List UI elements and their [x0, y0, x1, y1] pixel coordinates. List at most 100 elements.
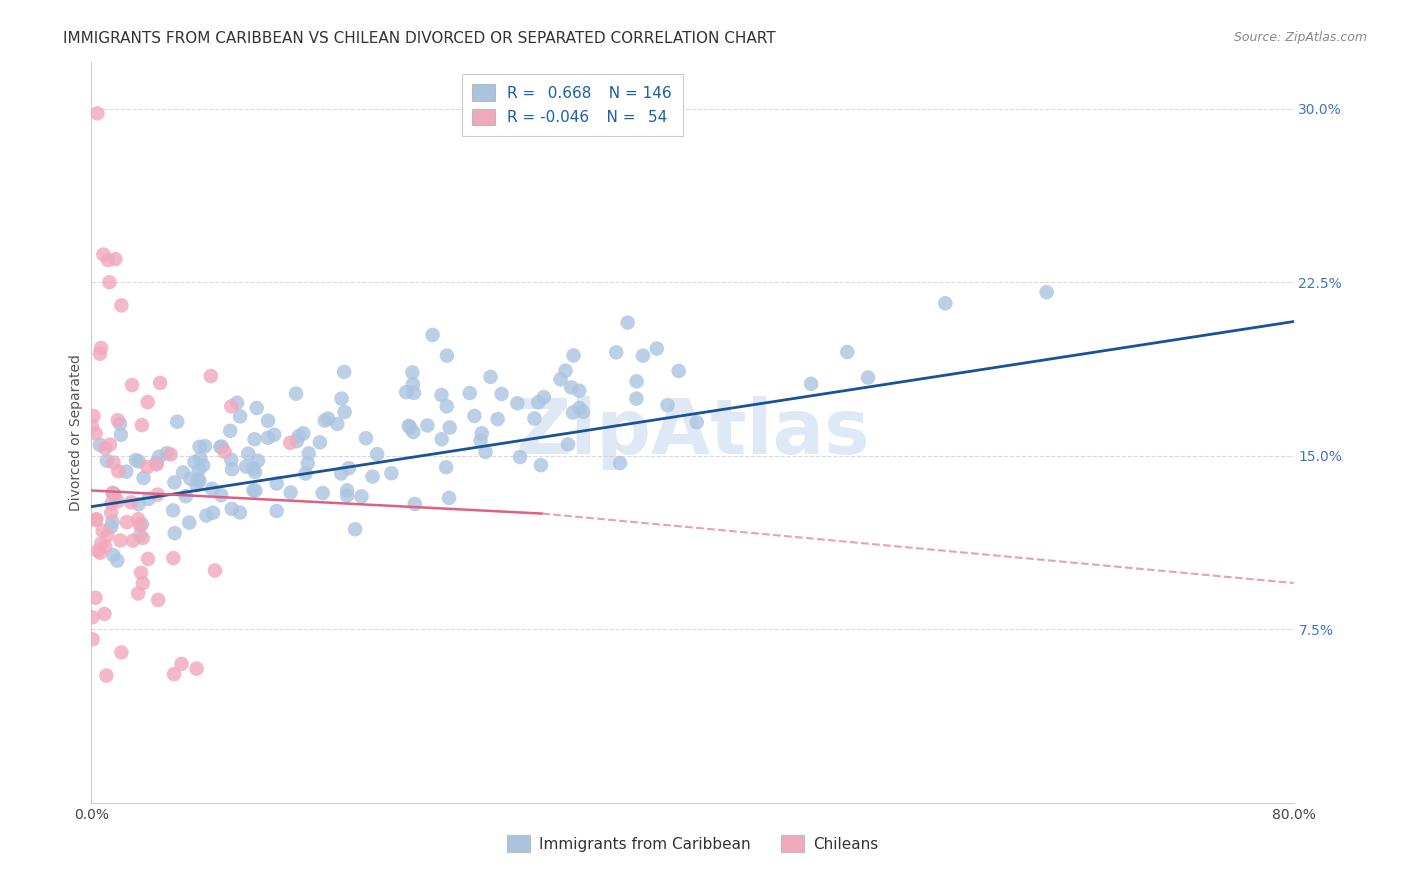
Point — [934, 296, 956, 310]
Point — [187, 472, 209, 486]
Point — [297, 456, 319, 470]
Point — [402, 385, 425, 400]
Point — [229, 506, 252, 520]
Point — [562, 405, 585, 419]
Point — [430, 388, 453, 402]
Point — [131, 517, 153, 532]
Point — [162, 503, 184, 517]
Point — [550, 372, 572, 386]
Point — [162, 551, 184, 566]
Point — [568, 401, 591, 415]
Point — [166, 415, 188, 429]
Point — [132, 471, 155, 485]
Point — [191, 458, 214, 473]
Point — [82, 632, 104, 647]
Point — [354, 431, 377, 445]
Point — [235, 459, 257, 474]
Point — [294, 467, 316, 481]
Point — [145, 456, 167, 470]
Point — [430, 432, 453, 446]
Point — [657, 398, 679, 412]
Point — [93, 247, 115, 261]
Point — [195, 508, 218, 523]
Point — [263, 427, 285, 442]
Point — [103, 487, 125, 501]
Point — [98, 438, 121, 452]
Point — [128, 518, 150, 533]
Point — [101, 486, 124, 500]
Point — [330, 392, 353, 406]
Point — [104, 252, 127, 266]
Point — [326, 417, 349, 431]
Point — [463, 409, 485, 423]
Point — [174, 489, 197, 503]
Point — [837, 345, 859, 359]
Point — [103, 548, 125, 562]
Point — [204, 564, 226, 578]
Point — [82, 409, 104, 423]
Point — [333, 365, 356, 379]
Point — [554, 364, 576, 378]
Point — [527, 395, 550, 409]
Point — [298, 446, 321, 460]
Point — [308, 435, 330, 450]
Point — [287, 429, 309, 443]
Point — [103, 456, 125, 470]
Point — [605, 345, 627, 359]
Point — [86, 512, 108, 526]
Point — [285, 434, 308, 449]
Point — [337, 461, 360, 475]
Point — [401, 365, 423, 379]
Point — [219, 452, 242, 467]
Point — [110, 298, 132, 312]
Point — [131, 531, 153, 545]
Point — [84, 591, 107, 605]
Point — [336, 483, 359, 498]
Point — [90, 341, 112, 355]
Point — [110, 427, 132, 442]
Point — [474, 445, 496, 459]
Point — [509, 450, 531, 464]
Point — [246, 454, 269, 468]
Point — [148, 450, 170, 464]
Point — [1035, 285, 1057, 300]
Point — [94, 441, 117, 455]
Point — [626, 375, 648, 389]
Point — [163, 475, 186, 490]
Point — [242, 483, 264, 498]
Point — [82, 610, 104, 624]
Point — [186, 478, 208, 492]
Point — [96, 528, 118, 542]
Point — [100, 520, 122, 534]
Point — [626, 392, 648, 406]
Point — [560, 380, 582, 394]
Point — [486, 412, 509, 426]
Point — [404, 497, 426, 511]
Point — [245, 483, 267, 498]
Point — [128, 497, 150, 511]
Point — [439, 420, 461, 434]
Point — [491, 387, 513, 401]
Point — [280, 485, 302, 500]
Point — [238, 447, 260, 461]
Point — [97, 253, 120, 268]
Point — [115, 515, 138, 529]
Point — [221, 501, 243, 516]
Point — [314, 413, 336, 427]
Point — [350, 490, 373, 504]
Point — [312, 486, 335, 500]
Legend: Immigrants from Caribbean, Chileans: Immigrants from Caribbean, Chileans — [501, 830, 884, 858]
Point — [163, 526, 186, 541]
Point — [121, 533, 143, 548]
Point — [136, 460, 159, 475]
Point — [471, 426, 494, 441]
Point — [93, 607, 115, 621]
Point — [221, 462, 243, 476]
Point — [90, 536, 112, 550]
Text: ZipAtlas: ZipAtlas — [515, 396, 870, 469]
Point — [631, 349, 654, 363]
Point — [100, 496, 122, 510]
Point — [105, 553, 128, 567]
Point — [398, 420, 420, 434]
Point — [523, 411, 546, 425]
